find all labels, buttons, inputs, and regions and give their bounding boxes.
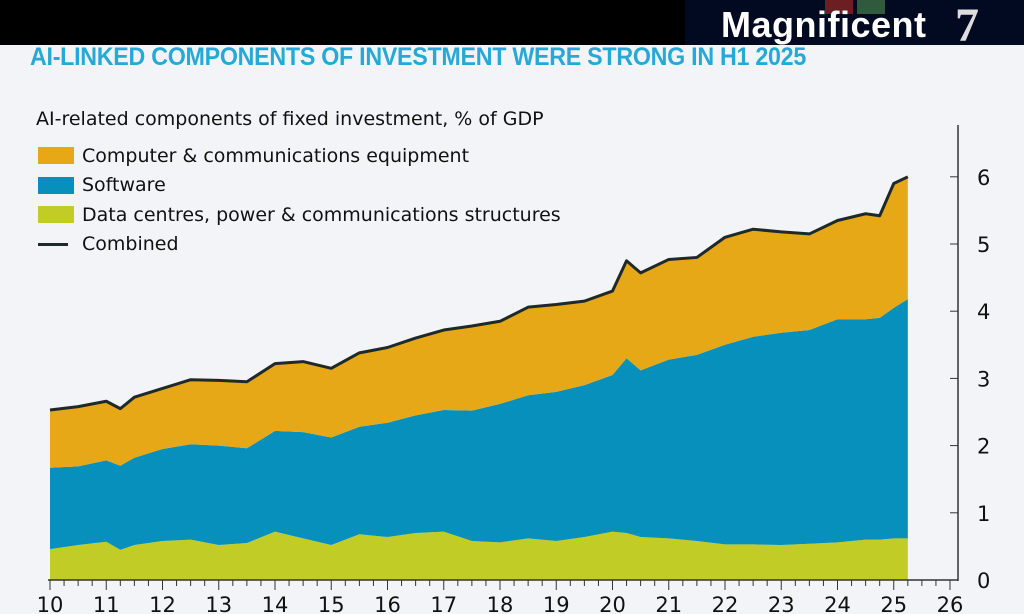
legend-item-computer: Computer & communications equipment <box>38 141 561 171</box>
magnificent-7-logo: Magnificent 7 <box>685 0 1024 45</box>
area-series-2 <box>50 176 908 468</box>
legend-swatch <box>38 176 74 194</box>
legend: Computer & communications equipment Soft… <box>38 141 561 259</box>
x-tick-label: 23 <box>768 593 795 614</box>
y-tick-label: 1 <box>977 502 990 526</box>
area-series-1 <box>50 299 908 550</box>
x-tick-label: 11 <box>93 593 120 614</box>
legend-swatch <box>38 206 74 224</box>
x-tick-label: 17 <box>430 593 457 614</box>
x-tick-label: 13 <box>205 593 232 614</box>
legend-label: Software <box>82 174 166 197</box>
x-tick-label: 19 <box>543 593 570 614</box>
logo-stripe <box>825 0 853 14</box>
logo-text: Magnificent <box>721 4 927 45</box>
y-tick-label: 5 <box>977 233 990 257</box>
y-tick-label: 3 <box>977 367 990 391</box>
x-tick-label: 14 <box>262 593 289 614</box>
x-tick-label: 24 <box>824 593 851 614</box>
y-tick-label: 4 <box>977 300 990 324</box>
x-tick-label: 15 <box>318 593 345 614</box>
chart-title: AI-LINKED COMPONENTS OF INVESTMENT WERE … <box>30 43 806 71</box>
x-tick-label: 16 <box>374 593 401 614</box>
y-tick-label: 6 <box>977 166 990 190</box>
y-tick-label: 0 <box>977 569 990 593</box>
legend-label: Computer & communications equipment <box>82 144 470 167</box>
x-tick-label: 26 <box>937 593 964 614</box>
x-tick-label: 18 <box>487 593 514 614</box>
legend-label: Combined <box>82 233 179 256</box>
combined-line <box>49 175 909 412</box>
chart-subtitle: AI-related components of fixed investmen… <box>36 108 544 130</box>
x-tick-label: 12 <box>149 593 176 614</box>
y-tick-label: 2 <box>977 435 990 459</box>
logo-number: 7 <box>955 0 979 45</box>
legend-item-software: Software <box>38 171 561 201</box>
logo-stripe <box>857 0 885 14</box>
legend-label: Data centres, power & communications str… <box>82 203 561 226</box>
x-tick-label: 21 <box>655 593 682 614</box>
x-tick-label: 25 <box>880 593 907 614</box>
legend-item-data-centres: Data centres, power & communications str… <box>38 200 561 230</box>
x-tick-label: 10 <box>37 593 64 614</box>
x-tick-label: 20 <box>599 593 626 614</box>
legend-swatch <box>38 147 74 165</box>
x-tick-label: 22 <box>712 593 739 614</box>
legend-line <box>38 242 68 246</box>
legend-item-combined: Combined <box>38 230 561 260</box>
area-series-0 <box>50 531 908 580</box>
